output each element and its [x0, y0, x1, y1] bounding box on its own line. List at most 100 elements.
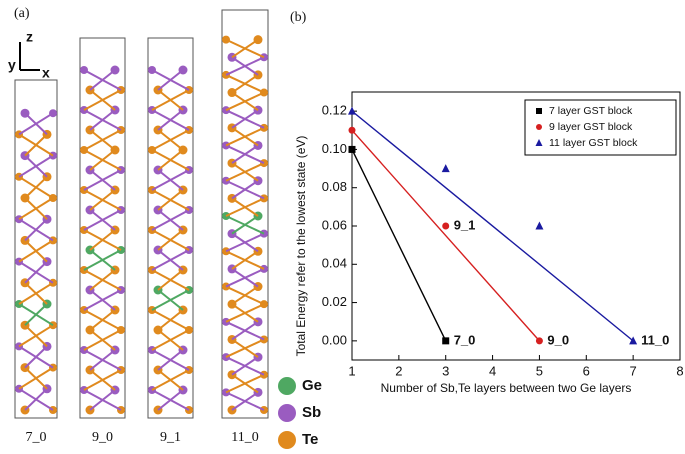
structure-label: 7_0 — [26, 430, 47, 445]
unit-cell — [147, 37, 194, 419]
fit-line — [351, 110, 634, 342]
atom — [49, 109, 57, 118]
bond — [83, 249, 122, 271]
marker — [442, 337, 450, 345]
x-axis-label: Number of Sb,Te layers between two Ge la… — [381, 381, 632, 395]
legend-text: 7 layer GST block — [549, 105, 633, 117]
point-label: 9_0 — [547, 332, 569, 347]
legend-atom — [278, 377, 296, 395]
bond — [151, 369, 190, 391]
x-tick-label: 5 — [536, 363, 543, 378]
legend-box — [524, 99, 677, 156]
bond — [225, 144, 265, 164]
atom — [222, 35, 230, 44]
chart: 1 2 3 4 5 6 7 8 0.00 0.02 0.04 0.06 0.08 0.10 0.12 Numb… — [294, 91, 684, 395]
bond — [225, 91, 265, 112]
x-tick-label: 3 — [442, 363, 449, 378]
bond — [18, 281, 54, 305]
x-tick-label: 7 — [630, 363, 637, 378]
structure-label: 9_0 — [92, 430, 113, 445]
axis-letter: y — [8, 57, 16, 73]
bond — [18, 366, 54, 390]
bond — [151, 389, 190, 411]
atom — [253, 35, 263, 45]
marker — [535, 221, 544, 230]
marker — [442, 222, 450, 230]
x-tick-label: 2 — [395, 363, 402, 378]
y-tick-label: 0.10 — [322, 141, 347, 156]
axis-letter: x — [42, 65, 50, 81]
legend-atom — [278, 431, 296, 449]
point-label: 9_1 — [454, 217, 476, 232]
bond — [83, 349, 122, 371]
panel-label: (b) — [290, 10, 307, 25]
bond — [225, 126, 265, 147]
bond — [225, 303, 265, 323]
marker — [629, 336, 638, 345]
legend-text: Te — [302, 431, 318, 448]
fit-line — [351, 129, 540, 342]
bond — [225, 356, 265, 376]
atom — [20, 108, 30, 118]
bond — [225, 197, 265, 217]
point-label: 7_0 — [454, 332, 476, 347]
bond — [18, 260, 54, 284]
legend-text: 11 layer GST block — [549, 137, 638, 149]
bond — [225, 320, 265, 341]
bond — [83, 389, 122, 411]
bond — [83, 229, 122, 251]
structure-label: 11_0 — [231, 430, 258, 445]
bond — [18, 197, 54, 221]
bond — [225, 74, 265, 94]
bond — [83, 89, 122, 111]
unit-cell — [221, 9, 269, 419]
legend-marker — [535, 139, 543, 146]
bond — [225, 338, 265, 358]
structures: 7_0 9_0 9_1 11_0 Ge Sb Te — [14, 9, 322, 449]
bond — [83, 209, 122, 231]
bond — [18, 387, 54, 411]
marker — [348, 145, 356, 153]
bond — [18, 133, 54, 157]
bond — [151, 249, 190, 271]
bond — [18, 303, 54, 327]
bond — [83, 169, 122, 191]
x-tick-label: 6 — [583, 363, 590, 378]
y-tick-label: 0.00 — [322, 332, 347, 347]
bond — [225, 232, 265, 253]
legend-marker — [536, 108, 542, 114]
bond — [18, 218, 54, 242]
y-tick-label: 0.04 — [322, 256, 347, 271]
fit-line — [351, 149, 447, 342]
bond — [225, 179, 265, 200]
bond — [83, 129, 122, 151]
bond — [151, 289, 190, 311]
axis-triad: z y x — [8, 29, 50, 81]
atom — [178, 65, 188, 75]
bond — [18, 239, 54, 263]
bond — [151, 129, 190, 151]
bond — [18, 324, 54, 348]
bond — [151, 269, 190, 291]
bond — [83, 329, 122, 351]
bond — [151, 69, 190, 91]
bond — [151, 149, 190, 171]
structure-label: 9_1 — [160, 430, 181, 445]
bond — [83, 369, 122, 391]
marker — [535, 337, 543, 345]
panel-label: (a) — [14, 6, 30, 21]
bond — [225, 285, 265, 306]
marker — [348, 126, 356, 134]
bond — [83, 289, 122, 311]
x-tick-label: 1 — [348, 363, 355, 378]
bond — [83, 309, 122, 331]
y-tick-label: 0.12 — [322, 103, 347, 118]
bond — [225, 268, 265, 288]
bond — [151, 169, 190, 191]
unit-cell — [79, 37, 126, 419]
bond — [83, 149, 122, 171]
unit-cell — [14, 79, 58, 419]
bond — [18, 175, 54, 199]
legend-text: Ge — [302, 377, 322, 394]
marker — [348, 106, 356, 115]
